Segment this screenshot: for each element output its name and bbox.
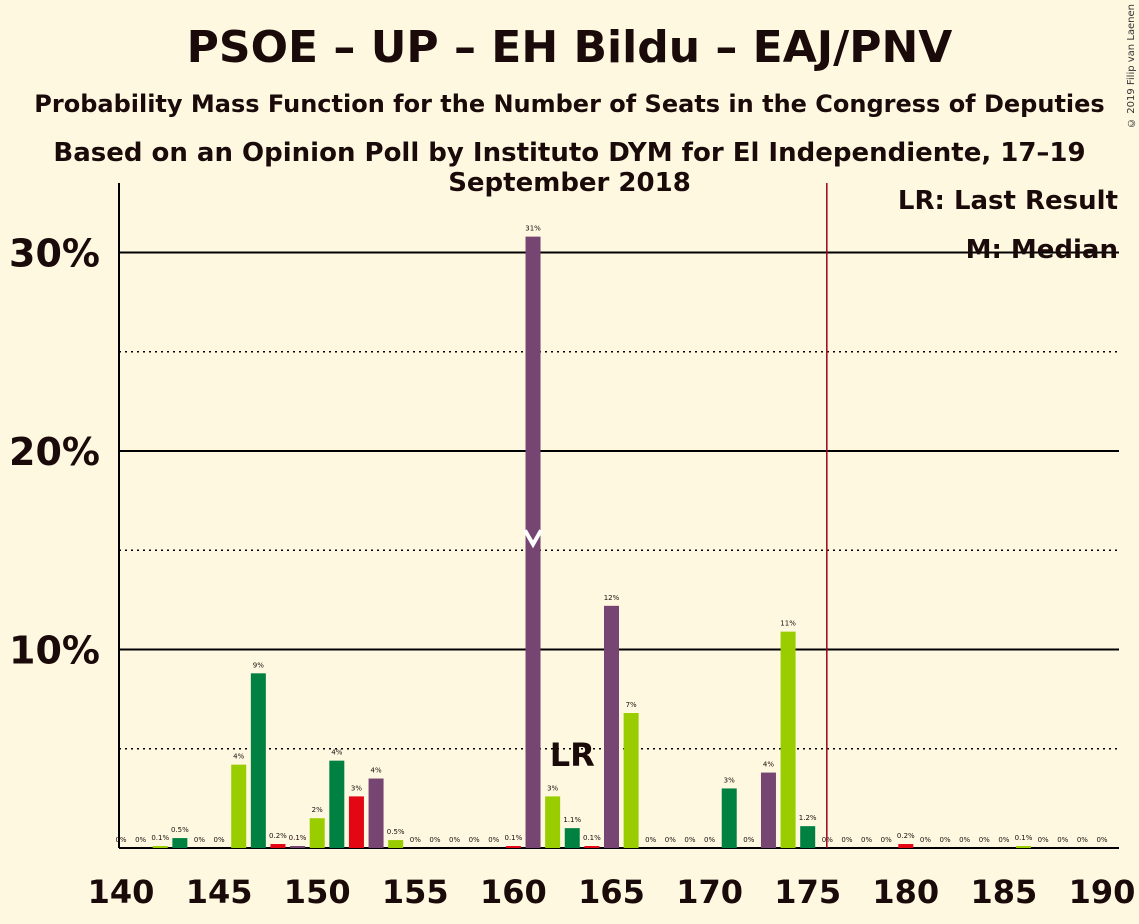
last-result-marker: LR <box>550 736 595 774</box>
y-tick-label: 10% <box>9 629 100 673</box>
bar-value-label: 9% <box>253 661 264 669</box>
bar-value-label: 0% <box>861 836 872 844</box>
bar-value-label: 4% <box>763 761 774 769</box>
bar-value-label: 0% <box>979 836 990 844</box>
bar-value-label: 0% <box>1096 836 1107 844</box>
bar-value-label: 0.1% <box>1015 834 1033 842</box>
bar-value-label: 0% <box>841 836 852 844</box>
bar <box>329 760 345 848</box>
x-tick-label: 180 <box>872 873 939 911</box>
bar <box>388 840 404 848</box>
chart-title: PSOE – UP – EH Bildu – EAJ/PNV <box>186 22 953 73</box>
bar-value-label: 0% <box>135 836 146 844</box>
bar-value-label: 0% <box>429 836 440 844</box>
bar-value-label: 0.1% <box>151 834 169 842</box>
bar-value-label: 1.2% <box>799 814 817 822</box>
bar <box>348 796 364 848</box>
bar-value-label: 4% <box>371 767 382 775</box>
bar-value-label: 0% <box>214 836 225 844</box>
bar-value-label: 0% <box>998 836 1009 844</box>
bar-value-label: 0.5% <box>171 826 189 834</box>
bar <box>604 605 619 848</box>
bar <box>290 846 306 848</box>
bar-value-label: 0% <box>410 836 421 844</box>
x-tick-label: 175 <box>774 873 841 911</box>
x-tick-label: 145 <box>186 873 253 911</box>
x-tick-label: 165 <box>578 873 645 911</box>
bar <box>368 778 384 848</box>
bar-value-label: 0.1% <box>505 834 523 842</box>
bar-value-label: 0.2% <box>269 832 287 840</box>
bar <box>250 673 266 848</box>
bar <box>564 828 580 848</box>
bar-value-label: 4% <box>233 753 244 761</box>
bar-value-label: 0% <box>920 836 931 844</box>
chart-source: Based on an Opinion Poll by Instituto DY… <box>53 138 1086 198</box>
x-tick-label: 160 <box>480 873 547 911</box>
bar <box>721 788 737 848</box>
legend-median: M: Median <box>966 235 1118 265</box>
x-tick-label: 140 <box>88 873 155 911</box>
y-tick-label: 20% <box>9 430 100 474</box>
bar-value-label: 0.5% <box>387 828 405 836</box>
bar-value-label: 0% <box>469 836 480 844</box>
bar-value-label: 0% <box>684 836 695 844</box>
bar <box>231 764 247 848</box>
bar-value-label: 0% <box>665 836 676 844</box>
bar-value-label: 0.1% <box>583 834 601 842</box>
bar-value-label: 0.2% <box>897 832 915 840</box>
bar-value-label: 7% <box>626 701 637 709</box>
bar-value-label: 12% <box>604 594 620 602</box>
bar-value-label: 31% <box>525 225 541 233</box>
bar-value-label: 0% <box>743 836 754 844</box>
bar <box>505 846 521 848</box>
bar-value-label: 0% <box>939 836 950 844</box>
bar <box>545 796 561 848</box>
bar <box>172 838 188 848</box>
bar <box>623 713 639 848</box>
bar-value-label: 3% <box>547 784 558 792</box>
bar-value-label: 11% <box>780 620 796 628</box>
bar-value-label: 0% <box>194 836 205 844</box>
bar <box>780 631 796 848</box>
x-tick-label: 190 <box>1069 873 1136 911</box>
bar-value-label: 0% <box>449 836 460 844</box>
bar <box>152 846 168 848</box>
bar <box>1016 846 1032 848</box>
chart-subtitle: Probability Mass Function for the Number… <box>34 90 1105 118</box>
x-tick-label: 150 <box>284 873 351 911</box>
bar-value-label: 0% <box>115 836 126 844</box>
bar-value-label: 0% <box>881 836 892 844</box>
bar-value-label: 0% <box>488 836 499 844</box>
bar-value-label: 0% <box>645 836 656 844</box>
x-tick-label: 155 <box>382 873 449 911</box>
bar-value-label: 3% <box>724 776 735 784</box>
x-tick-label: 185 <box>971 873 1038 911</box>
bar <box>800 826 816 848</box>
bar-value-label: 1.1% <box>563 816 581 824</box>
x-tick-label: 170 <box>676 873 743 911</box>
bar-value-label: 2% <box>312 806 323 814</box>
bar-value-label: 0.1% <box>289 834 307 842</box>
bar <box>898 844 914 848</box>
bar <box>760 772 776 848</box>
legend-last-result: LR: Last Result <box>898 186 1118 216</box>
bar-value-label: 0% <box>1057 836 1068 844</box>
bar <box>270 844 286 848</box>
bar-value-label: 0% <box>959 836 970 844</box>
bar-value-label: 4% <box>331 749 342 757</box>
median-marker <box>523 529 543 549</box>
bar-value-label: 0% <box>704 836 715 844</box>
bar <box>309 818 325 848</box>
bar-value-label: 0% <box>1077 836 1088 844</box>
y-tick-label: 30% <box>9 232 100 276</box>
bar <box>584 846 600 848</box>
bar-value-label: 3% <box>351 784 362 792</box>
bar-value-label: 0% <box>1038 836 1049 844</box>
